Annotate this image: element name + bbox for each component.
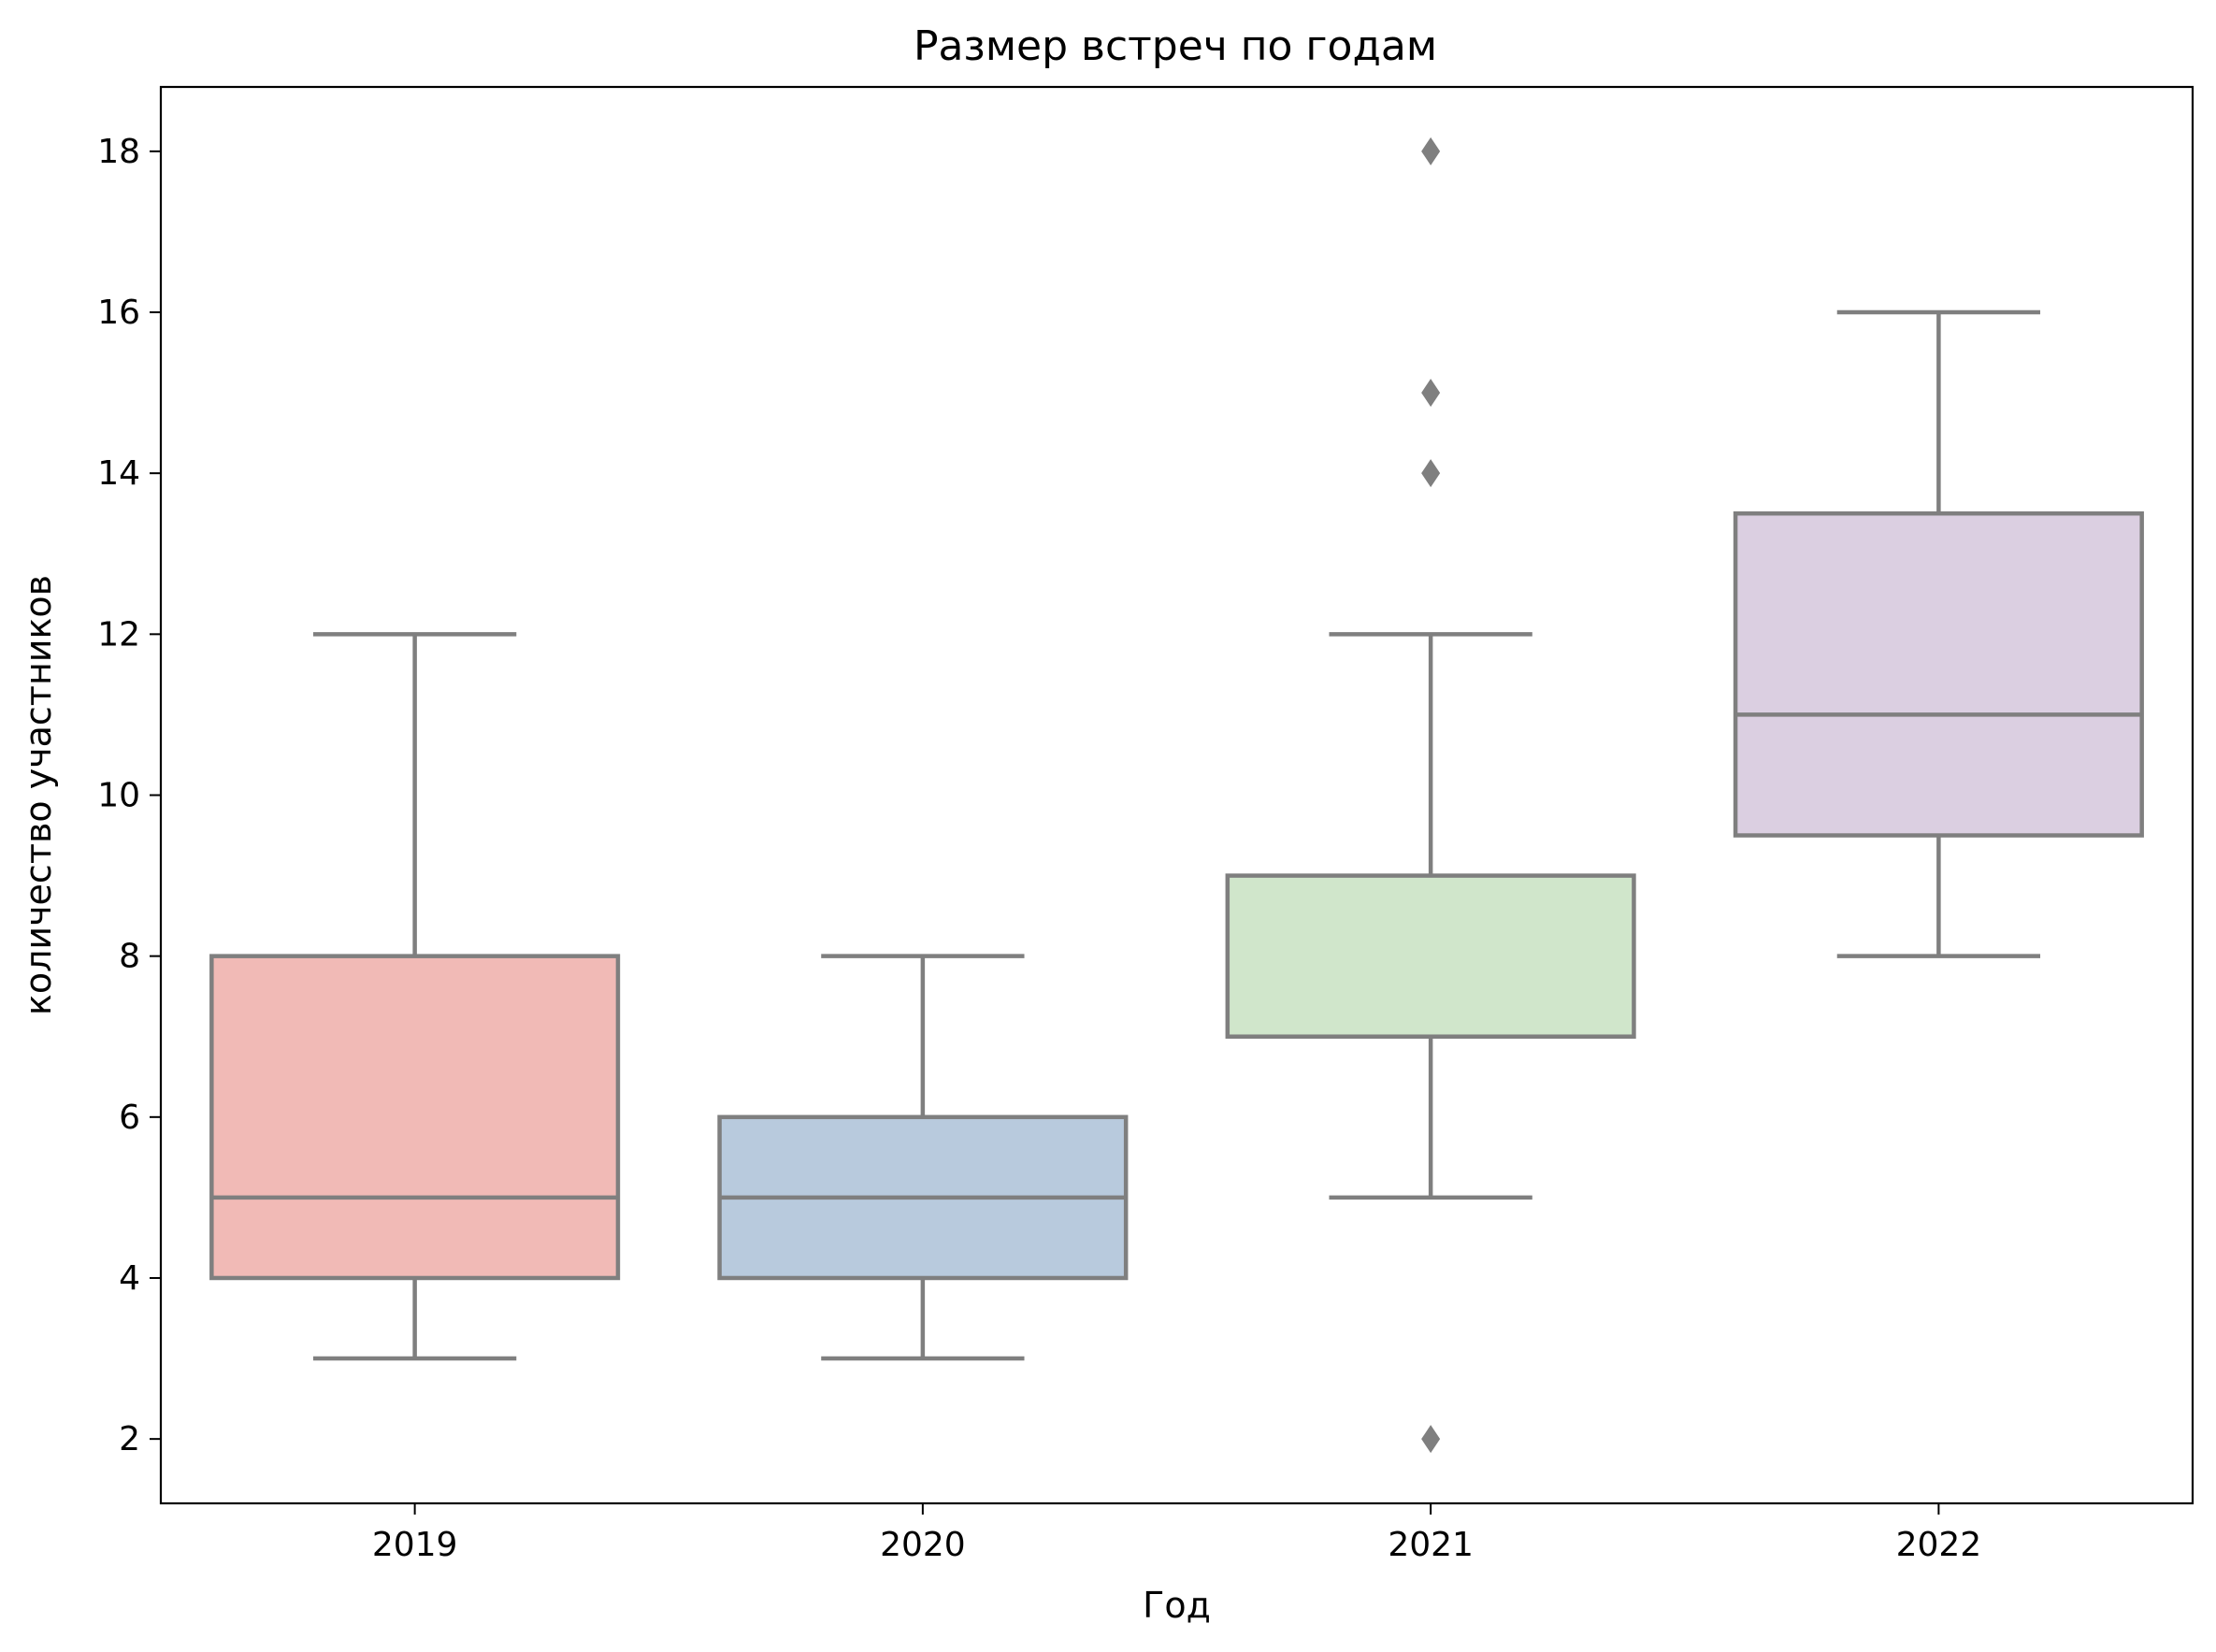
y-axis: 2 4 6 8 10 12 14 16 18 <box>97 133 161 1458</box>
x-axis-title: Год <box>1143 1585 1211 1626</box>
y-tick-label: 16 <box>97 294 140 332</box>
y-tick-label: 12 <box>97 615 140 654</box>
boxes-group <box>209 136 2144 1454</box>
box-2019 <box>209 632 621 1361</box>
y-tick-label: 6 <box>119 1099 140 1137</box>
box-2022 <box>1733 309 2144 958</box>
box-2021 <box>1225 136 1636 1454</box>
box-2020 <box>717 954 1129 1361</box>
box-body <box>209 954 621 1281</box>
outlier-point <box>1421 459 1441 488</box>
y-tick-label: 4 <box>119 1259 140 1298</box>
x-tick-label: 2021 <box>1388 1526 1474 1564</box>
y-tick-label: 14 <box>97 454 140 493</box>
x-tick-label: 2022 <box>1896 1526 1982 1564</box>
box-body <box>1225 873 1636 1039</box>
y-tick-label: 18 <box>97 133 140 171</box>
y-axis-title: количество участников <box>18 575 59 1015</box>
y-tick-label: 10 <box>97 777 140 815</box>
x-tick-label: 2020 <box>880 1526 966 1564</box>
x-tick-label: 2019 <box>372 1526 458 1564</box>
outlier-point <box>1421 379 1441 408</box>
outlier-point <box>1421 136 1441 165</box>
box-body <box>1733 510 2144 838</box>
y-tick-label: 8 <box>119 938 140 976</box>
y-tick-label: 2 <box>119 1420 140 1458</box>
outlier-point <box>1421 1425 1441 1454</box>
x-axis: 2019 2020 2021 2022 <box>372 1503 1981 1564</box>
chart-title: Размер встреч по годам <box>914 22 1437 70</box>
